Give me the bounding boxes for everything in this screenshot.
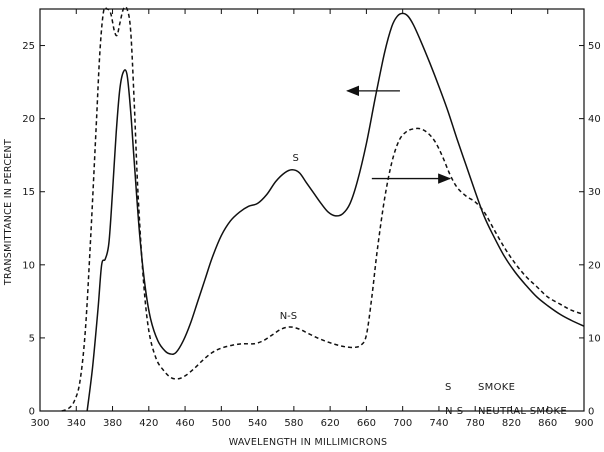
y-left-tick-label: 10 [22, 260, 35, 271]
x-tick-label: 460 [176, 418, 195, 429]
x-tick-label: 780 [466, 418, 485, 429]
y-right-tick-label: 30 [588, 187, 601, 198]
legend-label-smoke: SMOKE [478, 382, 515, 393]
curve-label-ns: N-S [280, 311, 297, 322]
y-right-tick-label: 40 [588, 114, 601, 125]
x-tick-label: 860 [538, 418, 557, 429]
y-left-tick-label: 15 [22, 187, 35, 198]
y-left-tick-label: 20 [22, 114, 35, 125]
x-tick-label: 740 [429, 418, 448, 429]
x-tick-label: 500 [212, 418, 231, 429]
x-tick-label: 820 [502, 418, 521, 429]
plot-frame [39, 8, 585, 412]
x-tick-label: 900 [574, 418, 593, 429]
curve-neutral-smoke [61, 5, 585, 412]
x-tick-label: 540 [248, 418, 267, 429]
curve-label-s: S [293, 153, 299, 164]
legend-key-ns: N-S [445, 406, 463, 417]
y-left-tick-label: 0 [29, 407, 35, 418]
y-left-tick-label: 5 [29, 333, 35, 344]
x-tick-label: 660 [357, 418, 376, 429]
x-tick-label: 380 [103, 418, 122, 429]
y-right-tick-label: 10 [588, 333, 601, 344]
x-tick-label: 420 [139, 418, 158, 429]
legend-key-s: S [445, 382, 452, 393]
x-tick-label: 340 [67, 418, 86, 429]
x-axis-title: WAVELENGTH IN MILLIMICRONS [229, 437, 388, 448]
x-tick-label: 300 [30, 418, 49, 429]
y-right-tick-label: 20 [588, 260, 601, 271]
legend-label-neutral-smoke: NEUTRAL SMOKE [478, 406, 567, 417]
x-tick-label: 580 [284, 418, 303, 429]
y-right-tick-label: 0 [588, 407, 594, 418]
curve-smoke [86, 12, 585, 412]
y-left-tick-label: 25 [22, 41, 35, 52]
x-tick-label: 700 [393, 418, 412, 429]
y-right-tick-label: 50 [588, 41, 601, 52]
y-axis-title: TRANSMITTANCE IN PERCENT [3, 139, 14, 286]
x-tick-label: 620 [321, 418, 340, 429]
legend: S SMOKE N-S NEUTRAL SMOKE [445, 382, 567, 417]
